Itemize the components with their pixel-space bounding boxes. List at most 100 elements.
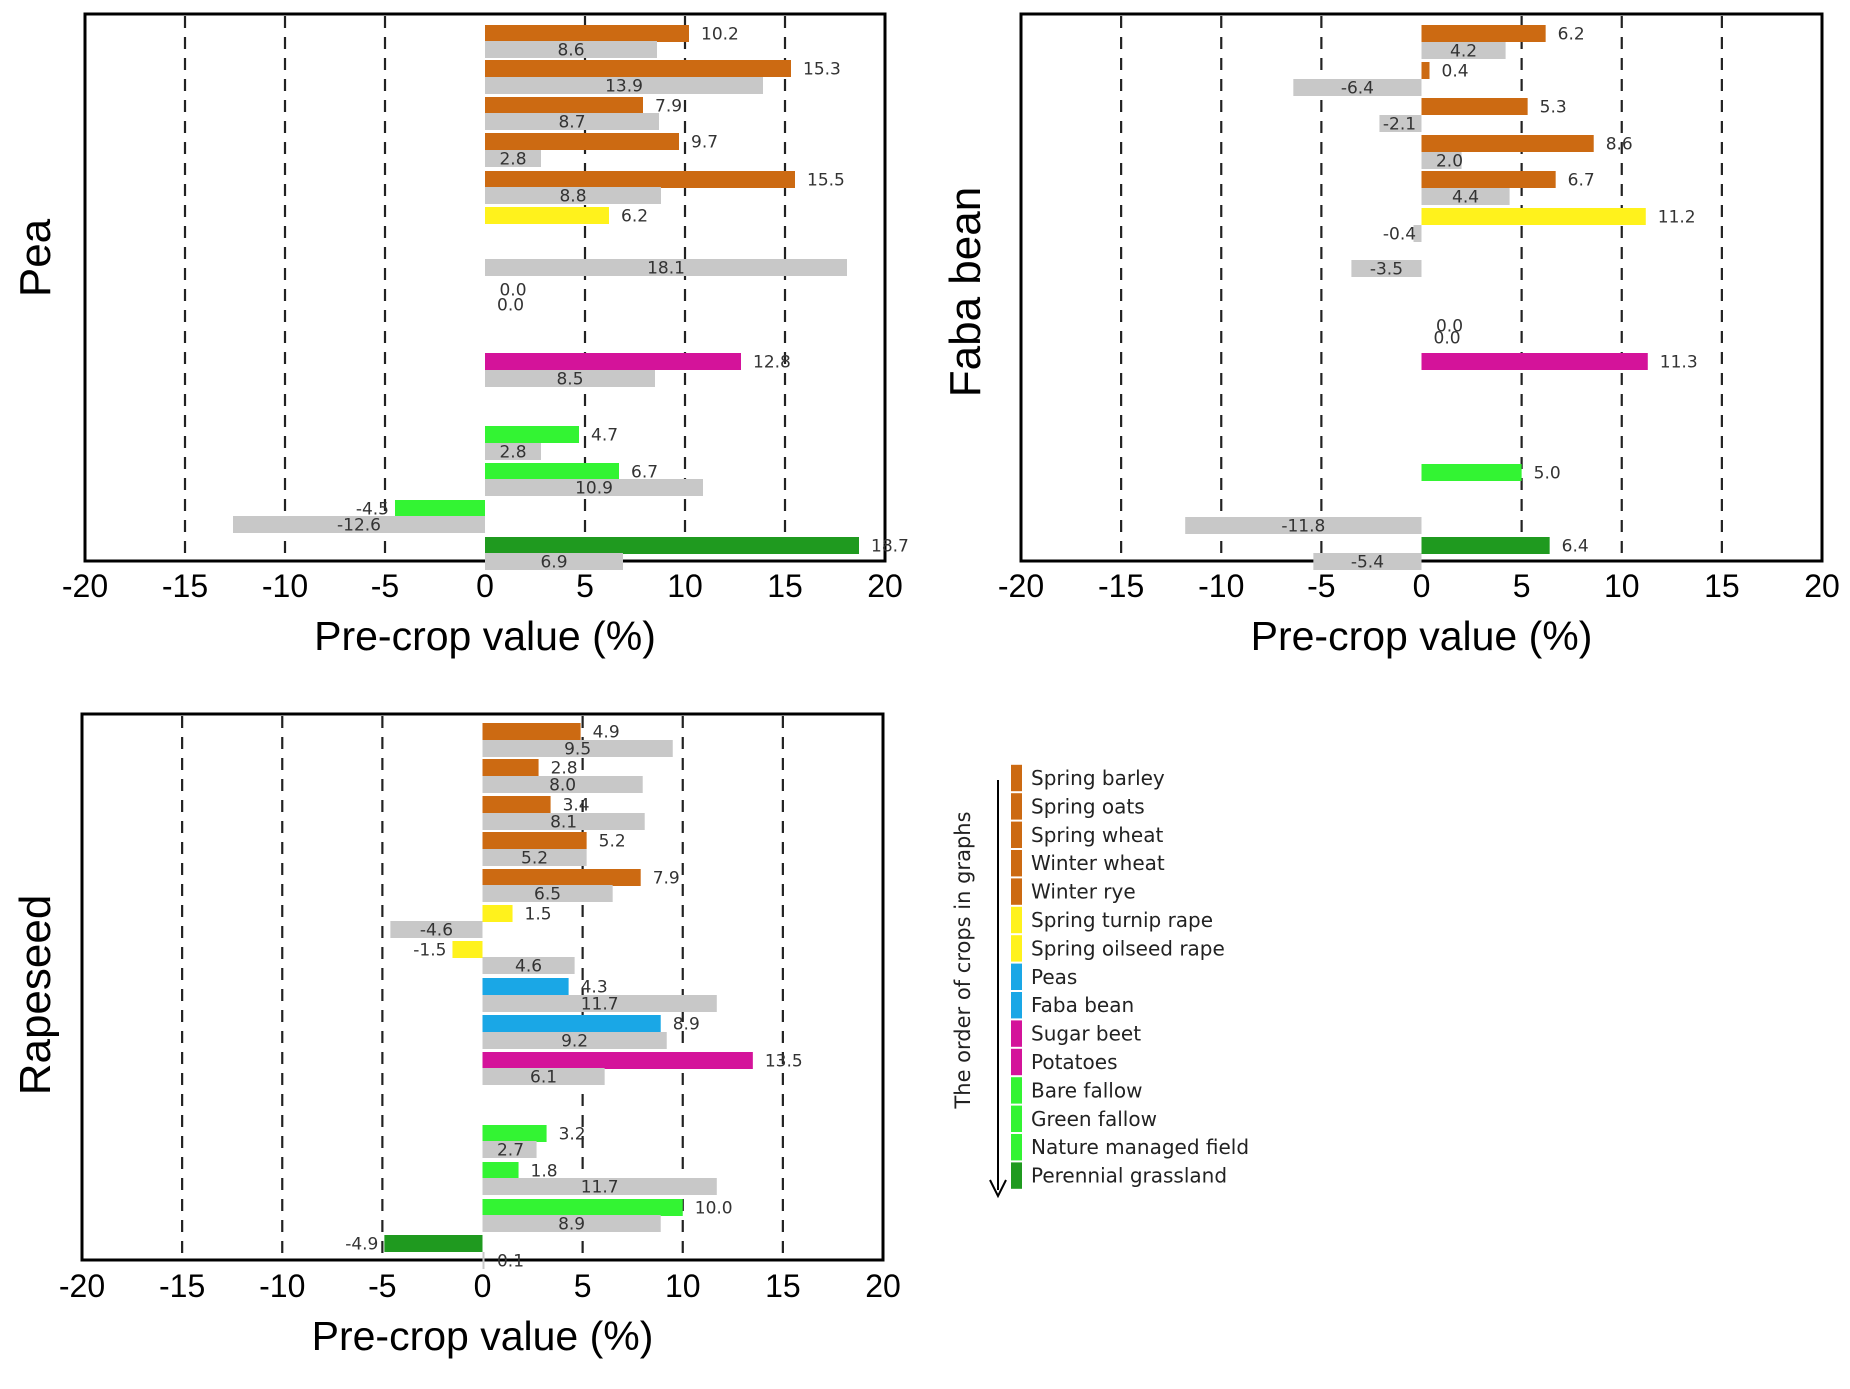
data-label-spring-oats-grey: 13.9 — [605, 77, 643, 97]
legend-item-winter-rye: Winter rye — [1031, 880, 1136, 904]
data-label-spring-oats-grey: 8.0 — [549, 776, 576, 796]
bar-winter-rye-grey — [482, 885, 613, 902]
bar-perennial-grassland-main — [485, 537, 859, 554]
bar-peas-main — [482, 978, 569, 995]
x-tick-label: -20 — [62, 568, 108, 604]
arrow-down-icon — [989, 1179, 1007, 1199]
data-label-spring-barley-grey: 8.6 — [557, 41, 584, 61]
bar-nature-managed-field-main — [482, 1199, 683, 1216]
legend-item-spring-oilseed-rape: Spring oilseed rape — [1031, 936, 1225, 960]
x-tick-label: 20 — [1804, 568, 1840, 604]
legend-swatch-faba-bean — [1011, 992, 1022, 1019]
bar-potatoes-main — [485, 353, 741, 370]
bar-green-fallow-main — [482, 1162, 519, 1179]
data-label-nature-managed-field-main: -4.5 — [356, 500, 389, 520]
data-label-spring-oilseed-rape-grey: 4.6 — [515, 957, 542, 977]
bar-spring-turnip-rape-grey — [1413, 225, 1422, 242]
data-label-green-fallow-grey: 11.7 — [581, 1178, 619, 1198]
bar-winter-rye-main — [485, 171, 795, 188]
x-tick-label: -15 — [159, 1268, 205, 1304]
data-label-peas-grey: 0.0 — [1436, 317, 1463, 337]
legend-item-spring-barley: Spring barley — [1031, 766, 1165, 790]
bar-potatoes-grey — [485, 370, 655, 387]
bar-green-fallow-main — [485, 463, 619, 480]
data-label-winter-wheat-main: 5.2 — [599, 832, 626, 852]
legend-swatch-spring-wheat — [1011, 821, 1022, 848]
legend-swatch-spring-oilseed-rape — [1011, 935, 1022, 962]
legend-swatch-winter-wheat — [1011, 850, 1022, 877]
data-label-winter-rye-grey: 8.8 — [559, 187, 586, 207]
x-tick-label: -10 — [259, 1268, 305, 1304]
bar-sugar-beet-main — [482, 1052, 753, 1069]
bar-nature-managed-field-main — [395, 500, 485, 517]
legend-swatch-peas — [1011, 963, 1022, 990]
bar-winter-rye-main — [1421, 171, 1556, 188]
x-tick-label: 5 — [574, 1268, 592, 1304]
bar-winter-wheat-main — [485, 133, 679, 150]
data-label-bare-fallow-grey: 2.8 — [499, 443, 526, 463]
bar-bare-fallow-main — [485, 426, 579, 443]
data-label-spring-barley-main: 4.9 — [593, 723, 620, 743]
bar-spring-wheat-grey — [485, 113, 659, 130]
x-tick-label: 0 — [476, 568, 494, 604]
bar-bare-fallow-grey — [485, 443, 541, 460]
data-label-green-fallow-main: 1.8 — [531, 1162, 558, 1182]
data-label-bare-fallow-grey: 2.7 — [497, 1141, 524, 1161]
bar-perennial-grassland-grey — [482, 1252, 485, 1269]
data-label-green-fallow-main: 5.0 — [1534, 464, 1561, 484]
data-label-winter-wheat-main: 8.6 — [1606, 135, 1633, 155]
bar-spring-turnip-rape-grey — [390, 921, 483, 938]
legend-swatch-perennial-grassland — [1011, 1162, 1022, 1189]
x-tick-label: 15 — [1704, 568, 1740, 604]
x-axis-label: Pre-crop value (%) — [314, 613, 656, 659]
data-label-spring-wheat-grey: 8.7 — [558, 113, 585, 133]
data-label-peas-main: 0.0 — [1434, 329, 1461, 349]
data-label-green-fallow-grey: 10.9 — [575, 479, 613, 499]
x-tick-label: -5 — [371, 568, 399, 604]
data-label-winter-wheat-grey: 5.2 — [521, 849, 548, 869]
bar-bare-fallow-grey — [482, 1141, 537, 1158]
bar-spring-oilseed-rape-main — [452, 941, 483, 958]
legend-item-bare-fallow: Bare fallow — [1031, 1078, 1142, 1102]
data-label-green-fallow-main: 6.7 — [631, 463, 658, 483]
bar-sugar-beet-main — [1421, 353, 1648, 370]
legend-item-peas: Peas — [1031, 965, 1077, 989]
bar-perennial-grassland-main — [384, 1235, 483, 1252]
data-label-spring-oilseed-rape-grey: -3.5 — [1370, 260, 1403, 280]
data-label-spring-wheat-grey: 8.1 — [550, 813, 577, 833]
legend-swatch-sugar-beet — [1011, 1020, 1022, 1047]
data-label-spring-turnip-rape-grey: -4.6 — [420, 921, 453, 941]
data-label-peas-main: 4.3 — [581, 978, 608, 998]
x-tick-label: -20 — [998, 568, 1044, 604]
chart-faba-bean: -20 -15 -10 -5 0 5 10 15 20 Pre-crop value (%) Fab… — [941, 12, 1840, 659]
data-label-winter-rye-grey: 4.4 — [1452, 188, 1479, 208]
bar-spring-oats-main — [485, 60, 791, 77]
bar-spring-turnip-rape-main — [1421, 208, 1646, 225]
data-label-nature-managed-field-grey: -12.6 — [337, 516, 381, 536]
bar-spring-oats-main — [1421, 62, 1430, 79]
bar-spring-oilseed-rape-grey — [482, 957, 575, 974]
data-label-potatoes-grey: 8.5 — [556, 370, 583, 390]
bar-spring-barley-grey — [482, 740, 673, 757]
chart-rapeseed: -20 -15 -10 -5 0 5 10 15 20 Pre-crop value (%) Rap… — [11, 712, 901, 1359]
data-label-spring-oilseed-rape-main: -1.5 — [413, 941, 446, 961]
bar-nature-managed-field-grey — [482, 1215, 661, 1232]
bar-spring-barley-main — [1421, 25, 1546, 42]
x-tick-label: -15 — [162, 568, 208, 604]
bar-spring-barley-main — [482, 723, 581, 740]
bar-perennial-grassland-grey — [485, 553, 623, 570]
data-label-nature-managed-field-main: 10.0 — [695, 1199, 733, 1219]
x-tick-label: 0 — [1413, 568, 1431, 604]
data-label-spring-turnip-rape-main: 6.2 — [621, 207, 648, 227]
bar-green-fallow-main — [1421, 464, 1522, 481]
bar-spring-wheat-main — [482, 796, 551, 813]
data-label-spring-oats-main: 0.4 — [1442, 62, 1469, 82]
x-tick-label: -10 — [1198, 568, 1244, 604]
data-label-perennial-grassland-grey: 0.1 — [497, 1252, 524, 1272]
x-tick-label: 20 — [867, 568, 903, 604]
data-label-faba-bean-grey: 0.0 — [499, 281, 526, 301]
x-tick-label: 15 — [765, 1268, 801, 1304]
bar-faba-bean-main — [482, 1015, 661, 1032]
legend-item-sugar-beet: Sugar beet — [1031, 1022, 1141, 1046]
data-label-perennial-grassland-main: 18.7 — [871, 537, 909, 557]
